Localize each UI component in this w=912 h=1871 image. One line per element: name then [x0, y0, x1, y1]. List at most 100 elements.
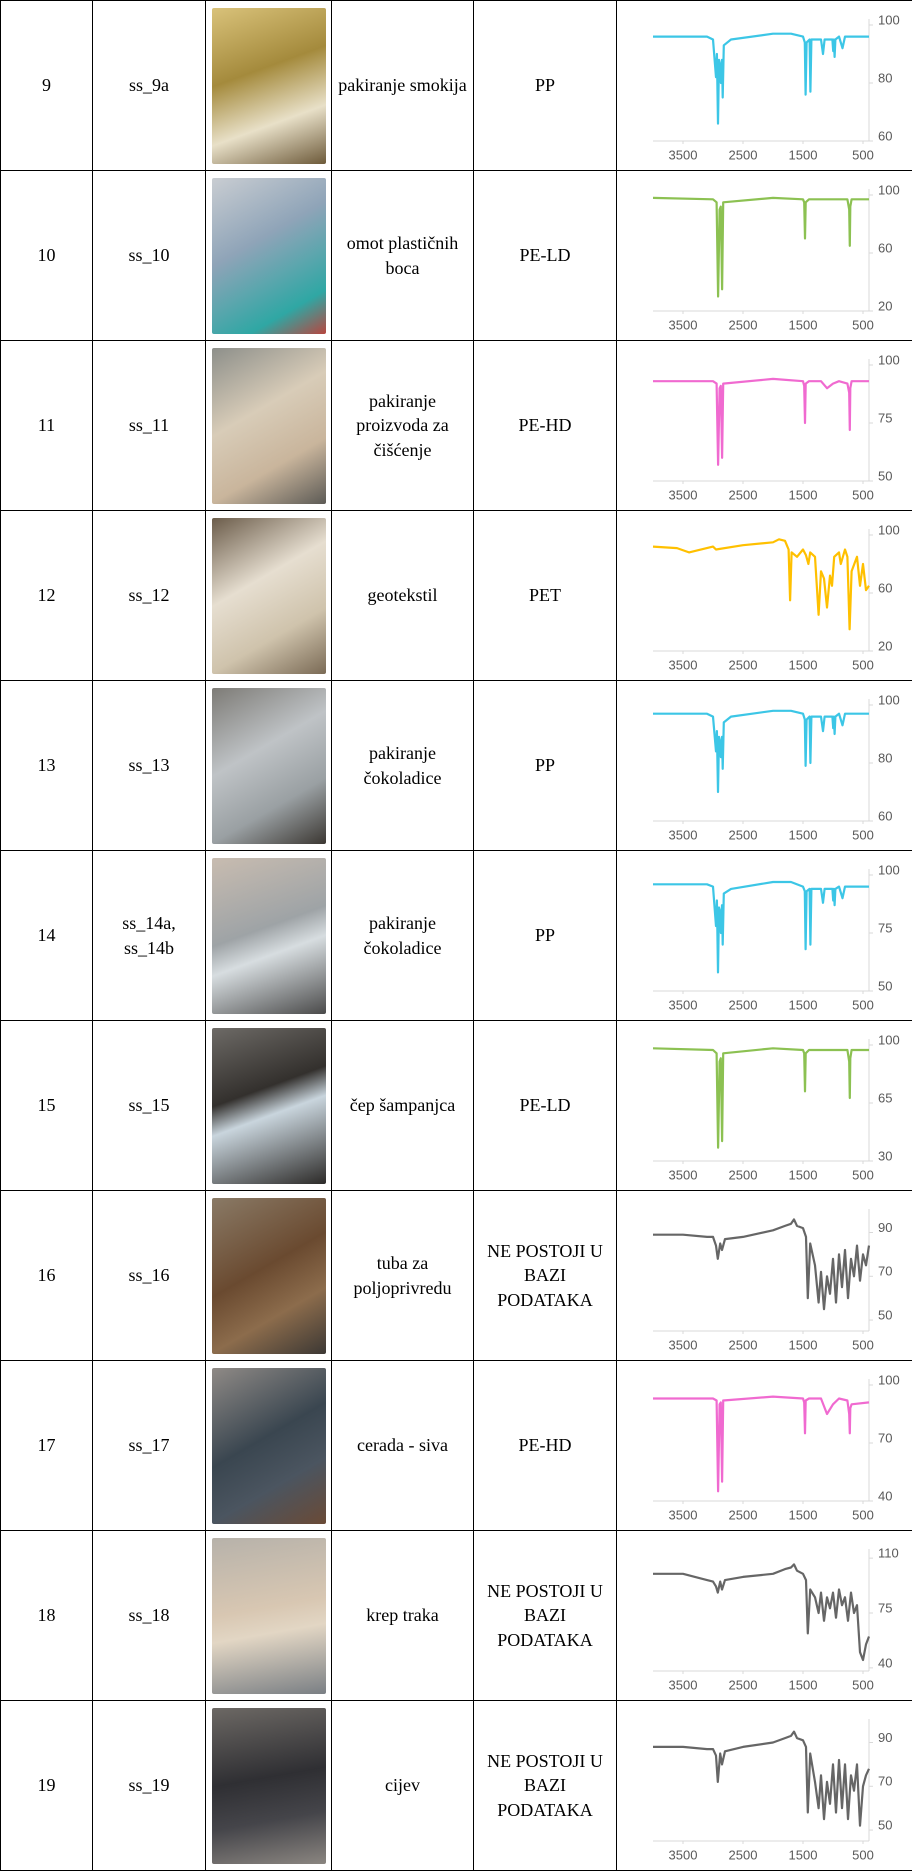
- x-tick-label: 2500: [729, 1167, 758, 1182]
- x-tick-label: 2500: [729, 1337, 758, 1352]
- x-tick-label: 1500: [789, 317, 818, 332]
- x-tick-label: 500: [852, 1507, 874, 1522]
- x-tick-label: 1500: [789, 1677, 818, 1692]
- sample-number: 11: [1, 341, 93, 511]
- sample-photo: [212, 348, 326, 504]
- x-tick-label: 1500: [789, 487, 818, 502]
- y-tick-label: 80: [878, 750, 892, 765]
- y-tick-label: 30: [878, 1148, 892, 1163]
- x-tick-label: 3500: [669, 317, 698, 332]
- x-tick-label: 500: [852, 1167, 874, 1182]
- spectrum-line: [653, 1397, 869, 1492]
- x-tick-label: 1500: [789, 1847, 818, 1862]
- description: cijev: [332, 1701, 474, 1871]
- sample-code: ss_11: [93, 341, 206, 511]
- sample-number: 17: [1, 1361, 93, 1531]
- x-tick-label: 1500: [789, 827, 818, 842]
- spectrum-line: [653, 1219, 869, 1309]
- sample-photo: [212, 178, 326, 334]
- x-tick-label: 500: [852, 1337, 874, 1352]
- x-tick-label: 2500: [729, 487, 758, 502]
- x-tick-label: 2500: [729, 1507, 758, 1522]
- y-tick-label: 40: [878, 1488, 892, 1503]
- polymer: NE POSTOJI U BAZI PODATAKA: [474, 1701, 617, 1871]
- x-tick-label: 500: [852, 827, 874, 842]
- sample-photo: [212, 1538, 326, 1694]
- x-tick-label: 2500: [729, 317, 758, 332]
- description: tuba za poljoprivredu: [332, 1191, 474, 1361]
- x-tick-label: 500: [852, 147, 874, 162]
- description: pakiranje proizvoda za čišćenje: [332, 341, 474, 511]
- sample-number: 16: [1, 1191, 93, 1361]
- photo-cell: [206, 171, 332, 341]
- sample-number: 19: [1, 1701, 93, 1871]
- description: krep traka: [332, 1531, 474, 1701]
- description: pakiranje čokoladice: [332, 681, 474, 851]
- x-tick-label: 1500: [789, 1167, 818, 1182]
- x-tick-label: 500: [852, 1677, 874, 1692]
- y-tick-label: 60: [878, 128, 892, 143]
- x-tick-label: 2500: [729, 997, 758, 1012]
- y-tick-label: 75: [878, 920, 892, 935]
- sample-number: 13: [1, 681, 93, 851]
- y-tick-label: 75: [878, 1600, 892, 1615]
- y-tick-label: 40: [878, 1655, 892, 1670]
- y-tick-label: 100: [878, 692, 900, 707]
- spectrum-line: [653, 198, 869, 297]
- x-tick-label: 2500: [729, 147, 758, 162]
- y-tick-label: 20: [878, 638, 892, 653]
- y-tick-label: 100: [878, 12, 900, 27]
- spectrum-line: [653, 379, 869, 465]
- x-tick-label: 1500: [789, 147, 818, 162]
- sample-number: 10: [1, 171, 93, 341]
- x-tick-label: 3500: [669, 997, 698, 1012]
- x-tick-label: 2500: [729, 657, 758, 672]
- y-tick-label: 110: [878, 1546, 899, 1561]
- polymer: PE-LD: [474, 1021, 617, 1191]
- x-tick-label: 3500: [669, 487, 698, 502]
- sample-photo: [212, 1708, 326, 1864]
- spectrum-line: [653, 1048, 869, 1147]
- polymer: PET: [474, 511, 617, 681]
- sample-code: ss_19: [93, 1701, 206, 1871]
- x-tick-label: 1500: [789, 1337, 818, 1352]
- sample-code: ss_18: [93, 1531, 206, 1701]
- photo-cell: [206, 851, 332, 1021]
- polymer: PP: [474, 851, 617, 1021]
- photo-cell: [206, 1, 332, 171]
- polymer: PE-HD: [474, 341, 617, 511]
- x-tick-label: 1500: [789, 1507, 818, 1522]
- y-tick-label: 65: [878, 1090, 892, 1105]
- y-tick-label: 60: [878, 808, 892, 823]
- spectrum-line: [653, 1732, 869, 1826]
- polymer: PP: [474, 1, 617, 171]
- y-tick-label: 20: [878, 298, 892, 313]
- x-tick-label: 2500: [729, 1847, 758, 1862]
- sample-code: ss_16: [93, 1191, 206, 1361]
- photo-cell: [206, 1191, 332, 1361]
- photo-cell: [206, 1021, 332, 1191]
- y-tick-label: 100: [878, 1372, 900, 1387]
- x-tick-label: 3500: [669, 1507, 698, 1522]
- sample-code: ss_15: [93, 1021, 206, 1191]
- photo-cell: [206, 341, 332, 511]
